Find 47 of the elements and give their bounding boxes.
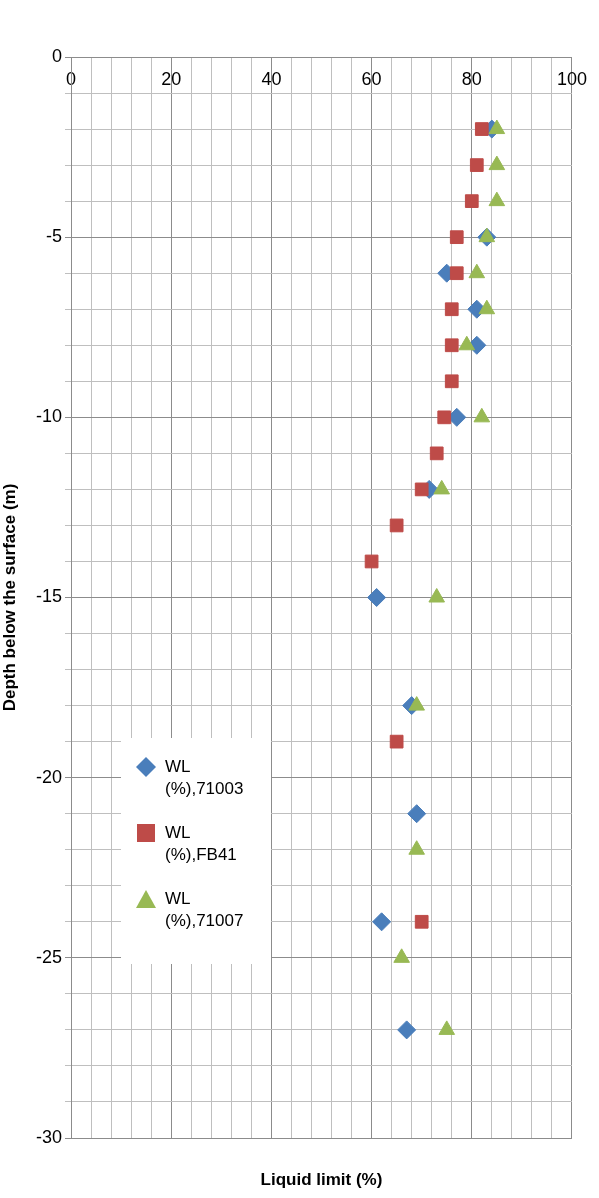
point <box>468 263 486 279</box>
point <box>469 158 484 172</box>
point <box>433 479 451 495</box>
x-tick-label: 100 <box>556 68 588 89</box>
point <box>488 155 506 171</box>
point <box>397 1020 417 1040</box>
point <box>488 191 506 207</box>
point <box>449 266 464 281</box>
y-tick-label: -20 <box>35 766 62 787</box>
legend-label: WL (%),71003 <box>165 756 245 800</box>
point <box>372 912 392 932</box>
point <box>449 230 464 245</box>
y-axis-title: Depth below the surface (m) <box>0 483 19 712</box>
x-tick-label: 0 <box>65 68 77 89</box>
legend-label: WL (%),FB41 <box>165 822 238 866</box>
point <box>407 804 427 824</box>
point <box>458 335 476 351</box>
point <box>474 122 489 136</box>
point <box>389 734 404 749</box>
x-tick-label: 40 <box>261 68 282 89</box>
y-tick-label: -10 <box>35 406 62 427</box>
legend-label: WL (%),71007 <box>165 888 245 932</box>
y-tick-label: -15 <box>35 586 62 607</box>
point <box>428 588 446 603</box>
point <box>389 518 404 533</box>
point <box>429 446 444 461</box>
x-tick-label: 80 <box>461 68 482 89</box>
y-tick-label: 0 <box>51 45 62 66</box>
x-axis-title: Liquid limit (%) <box>260 1169 383 1189</box>
y-tick-label: -5 <box>45 226 62 247</box>
point <box>478 299 496 315</box>
y-tick-label: -25 <box>35 946 62 967</box>
point <box>414 914 429 929</box>
point <box>414 482 429 497</box>
point <box>364 554 379 569</box>
y-tick-label: -30 <box>35 1126 62 1147</box>
point <box>367 588 387 607</box>
point <box>464 194 479 208</box>
point <box>437 410 452 425</box>
point <box>488 119 506 135</box>
point <box>473 407 491 423</box>
x-tick-label: 20 <box>161 68 182 89</box>
point <box>408 696 425 711</box>
point <box>444 338 459 353</box>
point <box>444 302 459 317</box>
point <box>444 374 459 389</box>
x-tick-label: 60 <box>361 68 382 89</box>
